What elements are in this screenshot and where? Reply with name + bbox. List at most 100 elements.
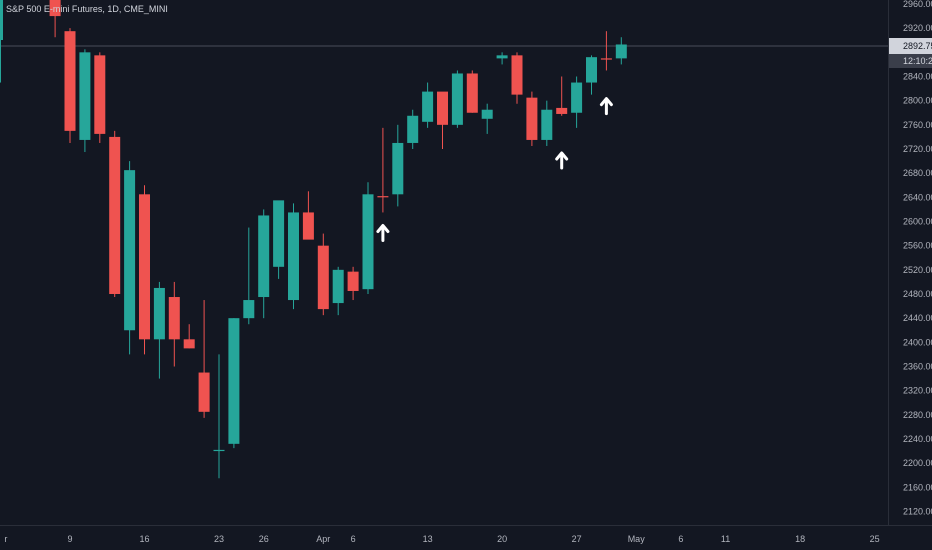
price-tick-label: 2760.00 [903,120,932,130]
price-tick-label: 2720.00 [903,144,932,154]
candle[interactable] [511,52,523,104]
candle[interactable] [392,124,404,207]
candle-body [79,52,91,140]
candle[interactable] [273,200,285,279]
candle[interactable] [407,109,419,150]
candle[interactable] [317,233,329,316]
candle[interactable] [466,70,478,113]
up-arrow-icon [555,151,569,170]
candle-body [392,142,404,195]
candle-body [183,339,195,349]
price-tick-label: 2440.00 [903,313,932,323]
candle-body [124,170,136,331]
candle[interactable] [0,0,1,95]
candle-body [288,212,299,301]
candle[interactable] [124,161,136,355]
time-tick-label: 6 [678,534,683,544]
candle[interactable] [79,49,91,153]
annotation-arrows [376,97,613,243]
candle[interactable] [556,76,568,116]
chart-title: S&P 500 E-mini Futures, 1D, CME_MINI [6,4,168,14]
candle-body [213,449,225,452]
candle-body [302,212,314,240]
candle[interactable] [332,266,344,316]
last-price-label: 2892.75 [903,41,932,51]
candle[interactable] [258,209,270,319]
candle[interactable] [213,354,225,479]
candle[interactable] [198,300,210,418]
candle-body [139,194,150,340]
candle[interactable] [302,191,314,240]
time-axis[interactable] [0,525,932,550]
time-tick-label: Apr [316,534,330,544]
candle[interactable] [526,91,538,146]
candle-body [586,57,597,83]
candle[interactable] [347,266,359,301]
candle-body [273,200,285,267]
time-tick-label: 13 [423,534,433,544]
candle[interactable] [451,70,463,128]
candle[interactable] [288,203,299,310]
price-tick-label: 2640.00 [903,192,932,202]
candle[interactable] [496,52,508,65]
time-tick-label: 25 [870,534,880,544]
candle[interactable] [243,227,255,325]
candle-body [600,58,612,60]
price-tick-label: 2560.00 [903,241,932,251]
candle-body [94,55,106,134]
time-tick-label: 20 [497,534,507,544]
price-tick-label: 2800.00 [903,96,932,106]
last-price-tag: 2892.75 [889,38,932,54]
candle-body [64,31,76,131]
candle-body [332,269,344,304]
candle-body [258,215,270,298]
candle[interactable] [615,37,627,65]
candle-body [109,136,121,295]
candle[interactable] [571,76,583,128]
candle[interactable] [94,52,106,143]
candle-body [0,0,1,83]
time-tick-label: 9 [67,534,72,544]
candle[interactable] [437,91,448,150]
candle-body [317,245,329,310]
candle[interactable] [153,281,165,379]
price-axis[interactable] [889,0,932,525]
candle-body [571,82,583,113]
time-tick-label: 11 [721,534,730,544]
price-tick-label: 2200.00 [903,458,932,468]
candle-body [377,196,389,198]
candle-body [422,91,434,122]
candle[interactable] [422,82,434,128]
up-arrow-icon [376,224,390,243]
candle[interactable] [481,103,493,134]
candle[interactable] [600,31,612,71]
candle[interactable] [362,182,374,295]
time-tick-label: r [4,534,7,544]
candle[interactable] [377,127,389,213]
candles[interactable] [0,0,627,479]
price-tick-label: 2960.00 [903,0,932,9]
candle[interactable] [183,324,195,349]
candle[interactable] [228,318,240,449]
candle-body [541,109,553,140]
candle-body [347,271,359,291]
candle-body [198,372,210,412]
countdown-label: 12:10:28 [903,56,932,66]
candle[interactable] [541,100,553,146]
candle-body [153,287,165,340]
candle-body [407,115,419,143]
time-tick-label: May [628,534,646,544]
candle[interactable] [168,281,180,367]
candle-body [615,44,627,59]
price-tick-label: 2480.00 [903,289,932,299]
price-tick-label: 2240.00 [903,434,932,444]
candle[interactable] [139,185,150,355]
candle[interactable] [109,130,121,298]
time-tick-label: 6 [351,534,356,544]
candle[interactable] [49,0,61,38]
candle-body [228,318,240,444]
candle[interactable] [586,55,597,95]
candle[interactable] [64,28,76,143]
